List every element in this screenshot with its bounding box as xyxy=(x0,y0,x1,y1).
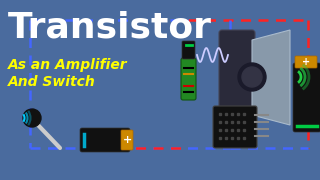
Text: +: + xyxy=(302,57,310,67)
Polygon shape xyxy=(252,30,290,125)
FancyBboxPatch shape xyxy=(219,30,255,124)
FancyBboxPatch shape xyxy=(80,128,130,152)
Circle shape xyxy=(238,63,266,91)
Text: And Switch: And Switch xyxy=(8,75,96,89)
Text: Transistor: Transistor xyxy=(8,11,212,45)
FancyBboxPatch shape xyxy=(181,58,196,100)
Circle shape xyxy=(23,109,41,127)
Text: +: + xyxy=(122,135,132,145)
FancyBboxPatch shape xyxy=(121,130,133,150)
FancyBboxPatch shape xyxy=(295,56,317,68)
FancyBboxPatch shape xyxy=(293,63,320,132)
Circle shape xyxy=(242,67,262,87)
FancyBboxPatch shape xyxy=(182,41,195,59)
Text: As an Amplifier: As an Amplifier xyxy=(8,58,128,72)
FancyBboxPatch shape xyxy=(213,106,257,148)
